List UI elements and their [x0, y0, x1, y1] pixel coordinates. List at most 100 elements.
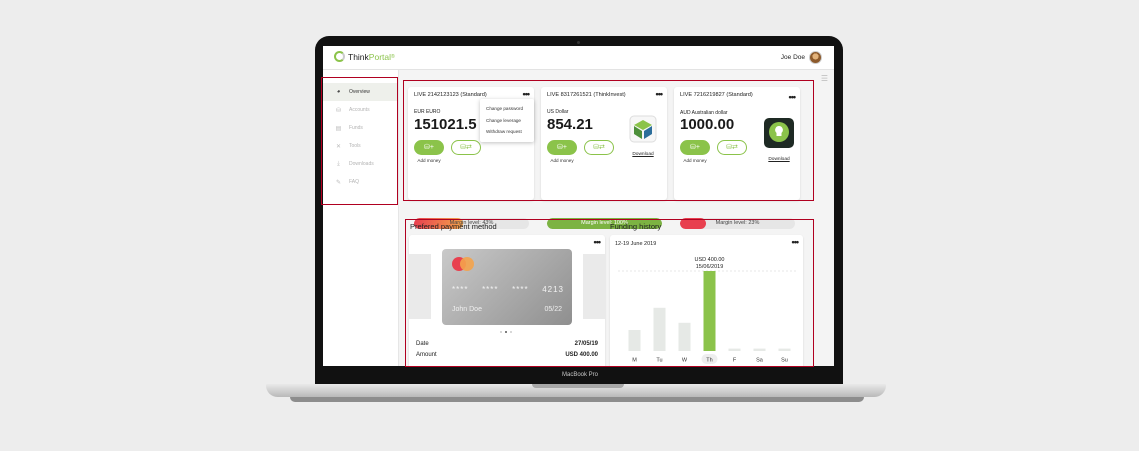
- download-platform[interactable]: Download: [629, 115, 657, 157]
- margin-level-bar: Margin level: 43%: [414, 218, 529, 229]
- chart-bar-Su[interactable]: [778, 348, 791, 351]
- card-expiry: 05/22: [544, 306, 562, 313]
- transfer-action[interactable]: ⛁⇄ Transfer: [584, 140, 614, 155]
- coins-icon: ⛁: [335, 107, 342, 114]
- margin-level-fill: [414, 218, 464, 229]
- account-balance: 1000.00: [680, 116, 735, 133]
- card-holder: John Doe: [452, 306, 482, 313]
- sidebar-item-downloads[interactable]: ⤓ Downloads: [323, 155, 398, 173]
- more-icon[interactable]: •••: [791, 237, 800, 247]
- speedometer-icon: ◕: [336, 89, 341, 95]
- transfer-label: Transfer: [590, 143, 608, 148]
- payment-method-panel: ••• **** **** **** 4213 John Doe 05/22: [409, 235, 605, 366]
- tools-icon: ✕: [335, 143, 342, 150]
- more-icon[interactable]: •••: [522, 89, 531, 99]
- chart-tick-label: Th: [706, 358, 712, 364]
- menu-item-change-leverage[interactable]: Change leverage: [486, 117, 521, 123]
- sidebar-item-overview[interactable]: ◕ Overview: [323, 83, 398, 101]
- chat-icon: ✎: [335, 179, 342, 186]
- app-bulb-icon: [764, 118, 794, 148]
- transfer-label: Transfer: [457, 143, 475, 148]
- add-money-action[interactable]: ⛁+ Add money: [680, 140, 710, 163]
- add-money-button[interactable]: ⛁+: [680, 140, 710, 155]
- menu-item-withdraw-request[interactable]: Withdraw request: [486, 129, 522, 134]
- logo-mark-icon: [334, 51, 345, 62]
- account-currency: US Dollar: [547, 109, 569, 115]
- add-money-label: Add money: [683, 158, 707, 163]
- menu-item-change-password[interactable]: Change password: [486, 106, 524, 111]
- chart-bar-Th[interactable]: [703, 271, 716, 351]
- payment-row-value: USD 400.00: [565, 352, 598, 358]
- add-money-action[interactable]: ⛁+ Add money: [414, 140, 444, 163]
- payment-section-title: Prefered payment method: [410, 222, 497, 231]
- app-screen: Think Portal ® Joe Doe ◕ Overview ⛁ Acco…: [323, 46, 834, 366]
- add-money-button[interactable]: ⛁+: [414, 140, 444, 155]
- sidebar-item-tools[interactable]: ✕ Tools: [323, 137, 398, 155]
- funding-history-panel: 12-19 June 2019 ••• M Tu W Th F Sa Su USD 400.0…: [610, 235, 803, 366]
- margin-level-bar: Margin level: 100%: [547, 218, 662, 229]
- next-card-peek[interactable]: [583, 254, 605, 319]
- date-range[interactable]: 12-19 June 2019: [615, 241, 657, 247]
- sidebar-item-label: Funds: [349, 125, 363, 131]
- transfer-action[interactable]: ⛁⇄ Transfer: [717, 140, 747, 155]
- payment-row-value: 27/05/19: [574, 341, 598, 347]
- payment-row: Amount USD 400.00: [416, 352, 598, 358]
- list-view-icon[interactable]: ☰: [820, 74, 828, 83]
- add-money-button[interactable]: ⛁+: [547, 140, 577, 155]
- chart-bar-Tu[interactable]: [653, 307, 666, 351]
- sidebar-item-faq[interactable]: ✎ FAQ: [323, 173, 398, 191]
- laptop-shadow: [290, 397, 864, 402]
- highlight-amount-label: USD 400.00: [695, 257, 725, 263]
- previous-card-peek[interactable]: [409, 254, 431, 319]
- sidebar: ◕ Overview ⛁ Accounts ▤ Funds ✕ Tools ⤓ …: [323, 70, 399, 366]
- user-name: Joe Doe: [780, 54, 805, 61]
- chart-bar-W[interactable]: [678, 322, 691, 351]
- chart-tick-label: W: [682, 358, 688, 364]
- account-title: LIVE 8317261521 (ThinkInvest): [547, 92, 626, 98]
- chart-tick-label: M: [632, 358, 637, 364]
- download-icon: ⤓: [337, 160, 340, 167]
- user-menu[interactable]: Joe Doe: [781, 51, 822, 64]
- sidebar-item-label: Downloads: [349, 161, 374, 167]
- chart-tick-label: F: [733, 358, 737, 364]
- margin-level-text: Margin level: 23%: [715, 220, 760, 226]
- account-card: LIVE 7216219827 (Standard) ••• AUD Austr…: [674, 87, 800, 229]
- sidebar-item-accounts[interactable]: ⛁ Accounts: [323, 101, 398, 119]
- margin-level-text: Margin level: 100%: [581, 220, 628, 226]
- more-icon[interactable]: •••: [593, 237, 602, 247]
- add-money-label: Add money: [550, 158, 574, 163]
- logo[interactable]: Think Portal ®: [334, 51, 395, 62]
- laptop-notch: [532, 384, 624, 388]
- account-currency: EUR EURO: [414, 109, 441, 115]
- chart-bar-Sa[interactable]: [753, 348, 766, 351]
- sidebar-item-funds[interactable]: ▤ Funds: [323, 119, 398, 137]
- transfer-action[interactable]: ⛁⇄ Transfer: [451, 140, 481, 155]
- logo-text-accent: Portal: [368, 51, 392, 62]
- account-card: LIVE 8317261521 (ThinkInvest) ••• US Dol…: [541, 87, 667, 229]
- more-icon[interactable]: •••: [788, 92, 797, 102]
- account-title: LIVE 7216219827 (Standard): [680, 92, 753, 98]
- download-app[interactable]: Download: [764, 118, 794, 162]
- payment-row-label: Date: [416, 341, 429, 347]
- coins-plus-icon: ⛁+: [690, 144, 700, 151]
- highlight-date-label: 15/06/2019: [696, 264, 724, 270]
- more-icon[interactable]: •••: [655, 89, 664, 99]
- chart-tick-label: Su: [781, 358, 788, 364]
- margin-level-fill: [680, 218, 707, 229]
- avatar[interactable]: [809, 51, 822, 64]
- chart-bar-F[interactable]: [728, 348, 741, 351]
- add-money-action[interactable]: ⛁+ Add money: [547, 140, 577, 163]
- add-money-label: Add money: [417, 158, 441, 163]
- metatrader-icon: [629, 115, 657, 143]
- chart-bar-M[interactable]: [628, 330, 641, 351]
- device-label: MacBook Pro: [561, 372, 598, 378]
- card-number: **** **** **** 4213: [452, 285, 564, 294]
- coins-plus-icon: ⛁+: [557, 144, 567, 151]
- download-label[interactable]: Download: [632, 152, 654, 157]
- credit-card[interactable]: **** **** **** 4213 John Doe 05/22: [442, 249, 572, 325]
- download-label[interactable]: Download: [768, 157, 790, 162]
- card-pager[interactable]: [500, 331, 512, 333]
- margin-level-bar: Margin level: 23%: [680, 218, 795, 229]
